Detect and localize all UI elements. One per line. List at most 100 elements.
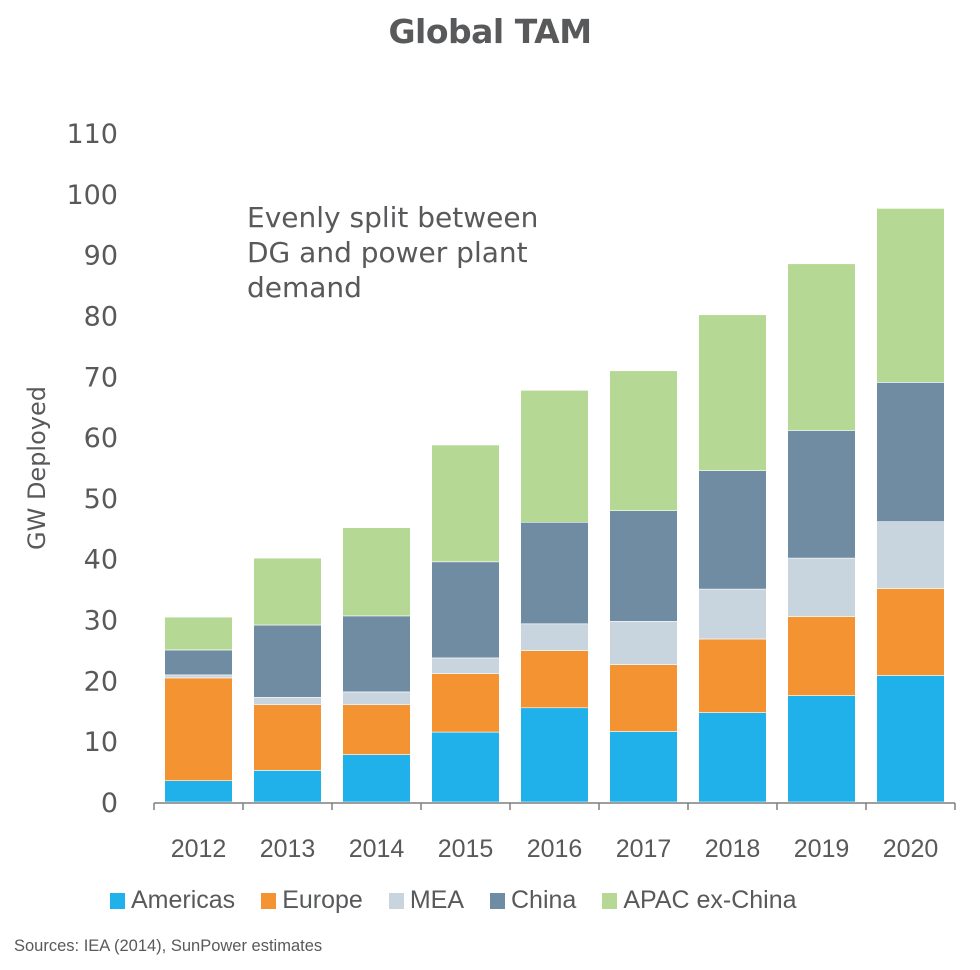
y-tick-label: 100 — [66, 180, 118, 211]
bar-europe-2020 — [876, 588, 945, 676]
x-axis-ticks: 2012 2013 2014 2015 2016 2017 2018 2019 2020 — [171, 835, 939, 863]
bar-mea-2015 — [431, 657, 500, 675]
bar-apac-ex-china-2019 — [787, 263, 856, 431]
bars — [164, 208, 945, 803]
x-tick-label: 2016 — [527, 835, 583, 863]
legend-item: MEA — [388, 886, 464, 915]
bar-apac-ex-china-2012 — [164, 616, 233, 651]
bar-europe-2013 — [253, 704, 322, 771]
y-tick-label: 70 — [84, 362, 118, 393]
bar-europe-2014 — [342, 704, 411, 755]
legend-item: China — [490, 886, 576, 915]
y-tick-label: 90 — [84, 241, 118, 272]
bar-group-2018 — [698, 314, 767, 803]
bar-apac-ex-china-2017 — [609, 370, 678, 511]
x-tick-label: 2014 — [349, 835, 405, 863]
bar-group-2013 — [253, 557, 322, 803]
y-tick-label: 10 — [84, 727, 118, 758]
bar-china-2019 — [787, 430, 856, 559]
sources-note: Sources: IEA (2014), SunPower estimates — [14, 937, 323, 955]
bar-china-2015 — [431, 561, 500, 659]
bar-group-2019 — [787, 263, 856, 803]
legend-swatch — [602, 892, 618, 909]
y-tick-label: 60 — [84, 423, 118, 454]
legend-swatch — [110, 892, 125, 909]
legend-swatch — [388, 892, 404, 909]
bar-europe-2016 — [520, 650, 589, 709]
bar-group-2017 — [609, 370, 678, 803]
bar-mea-2013 — [253, 697, 322, 706]
legend-label: MEA — [409, 886, 464, 914]
bar-china-2012 — [164, 649, 233, 676]
bar-mea-2014 — [342, 691, 411, 706]
bar-group-2020 — [876, 208, 945, 803]
bar-mea-2018 — [698, 588, 767, 640]
y-axis-label: GW Deployed — [23, 386, 51, 550]
bar-china-2013 — [253, 624, 322, 698]
x-tick-label: 2015 — [438, 835, 494, 863]
legend: Americas Europe MEA China APAC ex-China — [110, 886, 823, 915]
y-tick-label: 80 — [84, 301, 118, 332]
bar-mea-2017 — [609, 621, 678, 665]
x-tick-label: 2012 — [171, 835, 227, 863]
bar-apac-ex-china-2020 — [876, 208, 945, 383]
x-tick-label: 2013 — [260, 835, 316, 863]
legend-item: Americas — [110, 886, 235, 915]
bar-mea-2019 — [787, 557, 856, 617]
y-tick-label: 20 — [84, 666, 118, 697]
legend-item: Europe — [261, 886, 363, 915]
bar-apac-ex-china-2014 — [342, 527, 411, 617]
bar-group-2014 — [342, 527, 411, 803]
bar-china-2014 — [342, 615, 411, 693]
bar-americas-2019 — [787, 695, 856, 803]
bar-apac-ex-china-2016 — [520, 389, 589, 523]
x-tick-label: 2020 — [883, 835, 939, 863]
bar-europe-2018 — [698, 638, 767, 713]
bar-americas-2012 — [164, 780, 233, 803]
y-tick-label: 30 — [84, 606, 118, 637]
x-tick-label: 2018 — [705, 835, 761, 863]
chart-annotation: Evenly split between DG and power plant … — [247, 201, 539, 304]
legend-label: APAC ex-China — [623, 886, 797, 914]
bar-group-2012 — [164, 616, 233, 803]
x-tick-label: 2017 — [616, 835, 672, 863]
chart-title: Global TAM — [388, 12, 592, 51]
bar-china-2020 — [876, 382, 945, 522]
legend-swatch — [261, 892, 277, 909]
bar-mea-2012 — [164, 674, 233, 679]
y-tick-label: 40 — [84, 545, 118, 576]
bar-mea-2016 — [520, 623, 589, 651]
legend-label: Europe — [282, 886, 363, 914]
bar-group-2015 — [431, 444, 500, 803]
y-tick-label: 0 — [101, 788, 118, 819]
bar-americas-2015 — [431, 731, 500, 803]
bar-americas-2016 — [520, 707, 589, 803]
y-axis-ticks: 0 10 20 30 40 50 60 70 80 90 100 110 — [66, 119, 118, 819]
bar-apac-ex-china-2015 — [431, 444, 500, 563]
bar-americas-2013 — [253, 770, 322, 803]
bar-europe-2019 — [787, 616, 856, 696]
bar-americas-2017 — [609, 731, 678, 803]
bar-europe-2012 — [164, 677, 233, 782]
legend-item: APAC ex-China — [602, 886, 797, 915]
bar-apac-ex-china-2018 — [698, 314, 767, 471]
x-axis — [153, 802, 956, 810]
x-tick-label: 2019 — [794, 835, 850, 863]
legend-label: China — [511, 886, 577, 914]
bar-americas-2020 — [876, 675, 945, 803]
stacked-bar-chart: 0 10 20 30 40 50 60 70 80 90 100 110 GW Deployed 20… — [23, 119, 956, 863]
bar-europe-2015 — [431, 673, 500, 733]
bar-china-2016 — [520, 521, 589, 625]
legend-label: Americas — [131, 886, 236, 914]
bar-americas-2018 — [698, 712, 767, 803]
bar-mea-2020 — [876, 521, 945, 589]
bar-china-2017 — [609, 510, 678, 622]
bar-apac-ex-china-2013 — [253, 557, 322, 626]
bar-china-2018 — [698, 470, 767, 590]
y-tick-label: 50 — [84, 484, 118, 515]
bar-group-2016 — [520, 389, 589, 803]
bar-americas-2014 — [342, 754, 411, 803]
bar-europe-2017 — [609, 664, 678, 732]
y-tick-label: 110 — [66, 119, 118, 150]
legend-swatch — [490, 892, 505, 909]
